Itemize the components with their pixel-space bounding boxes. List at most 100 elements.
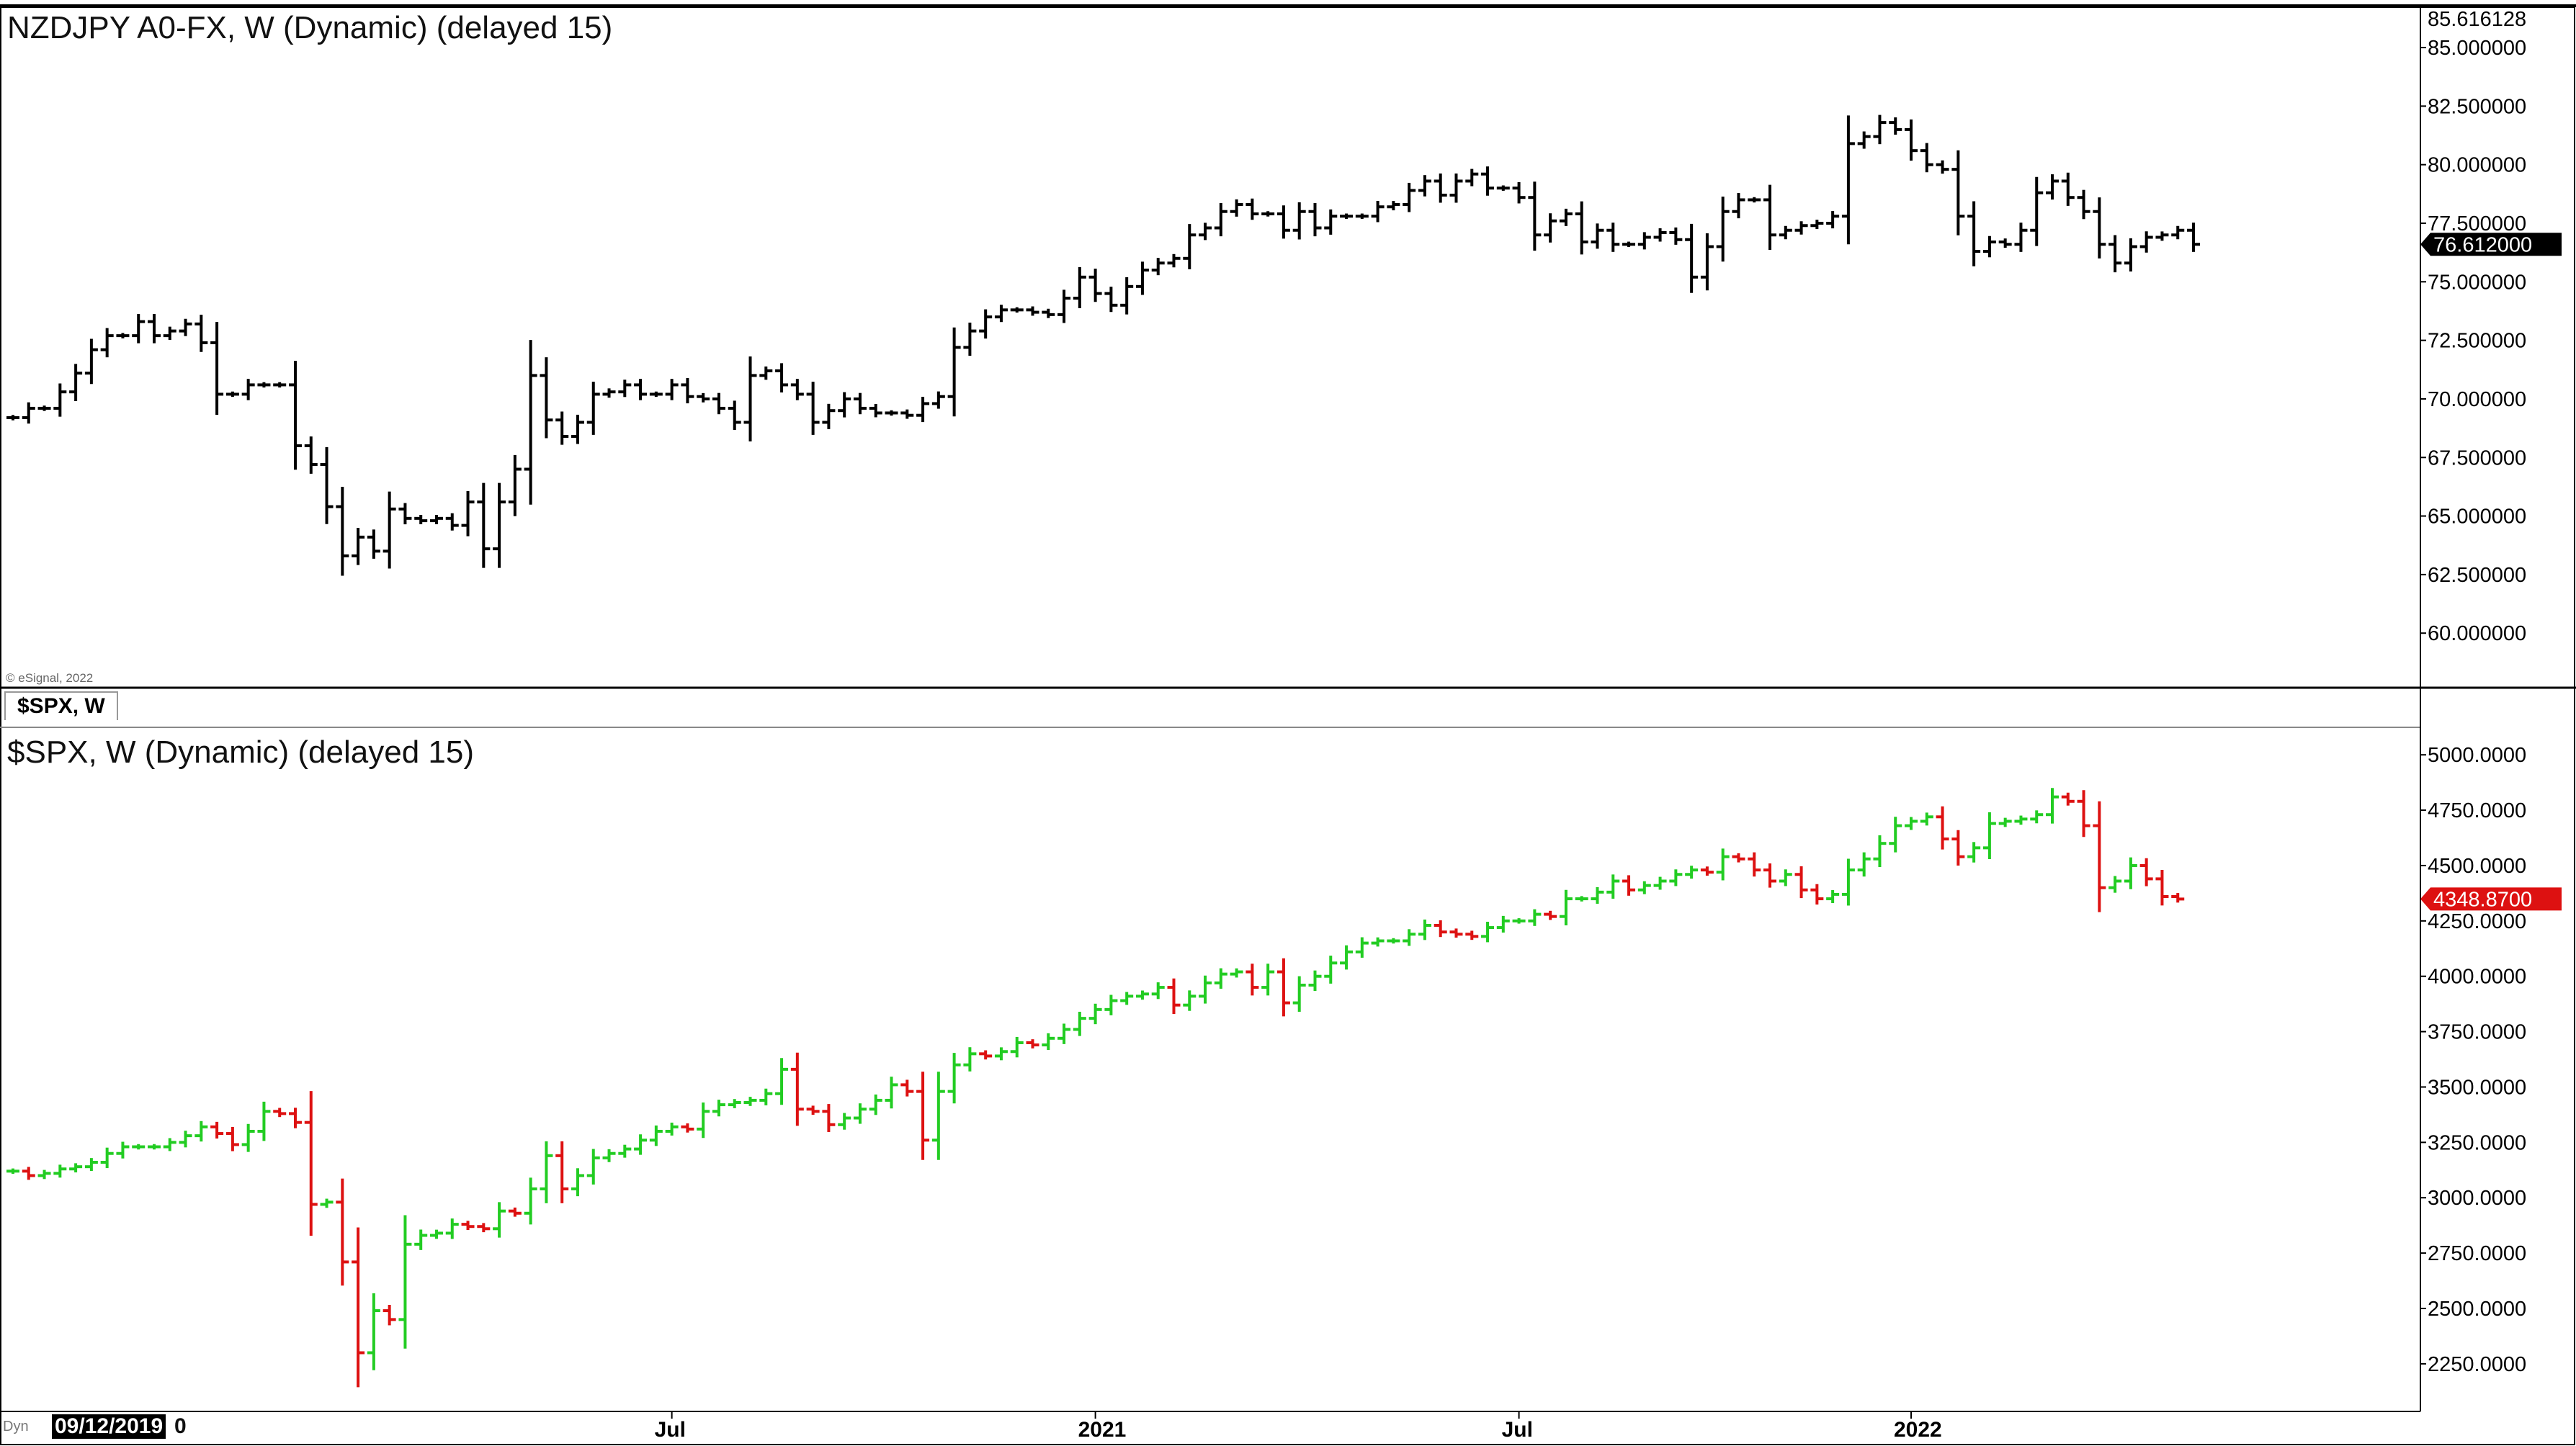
ohlc-bar [1889,117,1902,135]
ohlc-bar [1371,937,1385,947]
ohlc-bar [6,415,19,421]
esignal-credit: © eSignal, 2022 [6,671,94,685]
y-tick-label: 77.500000 [2428,212,2526,235]
ohlc-bar [304,436,318,474]
ohlc-bar [84,338,98,385]
ohlc-bar [759,366,773,380]
ohlc-bar [2077,790,2090,837]
ohlc-bar [916,1072,930,1160]
ohlc-bar [634,1134,648,1155]
ohlc-bar [1716,196,1730,262]
ohlc-bar [1371,200,1385,223]
ohlc-bar [697,392,710,403]
ohlc-bar [1637,881,1651,894]
ohlc-bar [147,314,161,343]
ohlc-bar [1340,945,1354,970]
ohlc-bar [1434,173,1447,203]
ohlc-bar [524,340,537,505]
last-price-label: 4348.8700 [2433,888,2532,911]
ohlc-bar [1606,223,1620,252]
x-tick-label: Jul [1502,1418,1533,1442]
ohlc-bar [1559,889,1573,926]
ohlc-bar [1920,812,1933,826]
ohlc-bar [53,383,67,417]
ohlc-bar [1276,958,1290,1017]
pane2-title: $SPX, W (Dynamic) (delayed 15) [7,735,474,770]
ohlc-bar [2108,876,2122,893]
ohlc-bar [1810,220,1824,230]
y-tick-label: 62.500000 [2428,564,2526,587]
ohlc-bar [1387,201,1400,211]
x-tick-label: 2022 [1894,1418,1942,1442]
ohlc-bar [367,1293,380,1370]
ohlc-bar [1245,964,1259,996]
ohlc-bar [2093,197,2106,259]
ohlc-bar [1559,208,1573,226]
ohlc-bar [304,1091,318,1236]
ohlc-bar [1230,968,1243,978]
ohlc-bar [963,322,977,356]
ohlc-bar [1387,938,1400,944]
ohlc-bar [1120,277,1134,315]
ohlc-bar [2030,176,2044,246]
ohlc-bar [994,305,1008,323]
pane1-title: NZDJPY A0-FX, W (Dynamic) (delayed 15) [7,10,613,45]
ohlc-bar [2046,174,2060,200]
ohlc-bar [524,1177,537,1225]
ohlc-bar [2061,792,2075,806]
ohlc-bar [1355,213,1369,219]
ohlc-bar [1135,261,1149,295]
tab-spx[interactable]: $SPX, W [4,691,118,720]
ohlc-bar [1528,181,1542,251]
footer-date-box[interactable]: 09/12/2019 [52,1414,166,1439]
ohlc-bar [1591,886,1604,904]
ohlc-bar [602,388,616,398]
ohlc-bar [461,1221,475,1231]
ohlc-bar [900,409,914,419]
ohlc-bar [1841,115,1855,245]
ohlc-bar [163,326,176,341]
ohlc-bar [2046,788,2060,824]
ohlc-bar [869,403,882,418]
last-price-marker [2420,233,2562,256]
ohlc-bar [1512,181,1526,204]
ohlc-bar [1998,817,2012,827]
ohlc-bar [1167,978,1181,1015]
ohlc-bar [1104,287,1118,313]
ohlc-bar [1732,853,1745,863]
ohlc-bar [336,1178,349,1286]
ohlc-bar [853,392,867,415]
ohlc-bar [1481,922,1495,943]
ohlc-bar [1685,223,1699,293]
ohlc-bar [1700,233,1714,291]
outer-frame [0,6,2575,1445]
ohlc-bar [288,361,302,470]
y-tick-label: 3750.0000 [2428,1021,2526,1044]
ohlc-bar [665,379,679,400]
ohlc-bar [1575,201,1588,255]
ohlc-bar [1637,232,1651,250]
ohlc-bar [241,379,255,400]
ohlc-bar [540,1141,553,1203]
ohlc-bar [257,1101,271,1141]
y-tick-label: 4500.0000 [2428,855,2526,878]
ohlc-bar [2108,235,2122,273]
ohlc-bar [1449,928,1463,938]
ohlc-bar [132,1144,146,1150]
ohlc-bar [555,411,569,445]
ohlc-bar [931,391,945,409]
ohlc-bar [445,1218,459,1239]
ohlc-bar [445,513,459,531]
ohlc-bar [790,379,804,400]
ohlc-bar [979,309,993,339]
ohlc-bar [461,490,475,536]
ohlc-bar [352,528,365,565]
ohlc-bar [649,1125,663,1146]
ohlc-bar [210,1121,224,1139]
ohlc-bar [2139,231,2153,253]
y-tick-label: 2250.0000 [2428,1353,2526,1376]
ohlc-bar [1967,842,1981,863]
ohlc-bar [1465,169,1479,187]
ohlc-bar [649,391,663,398]
